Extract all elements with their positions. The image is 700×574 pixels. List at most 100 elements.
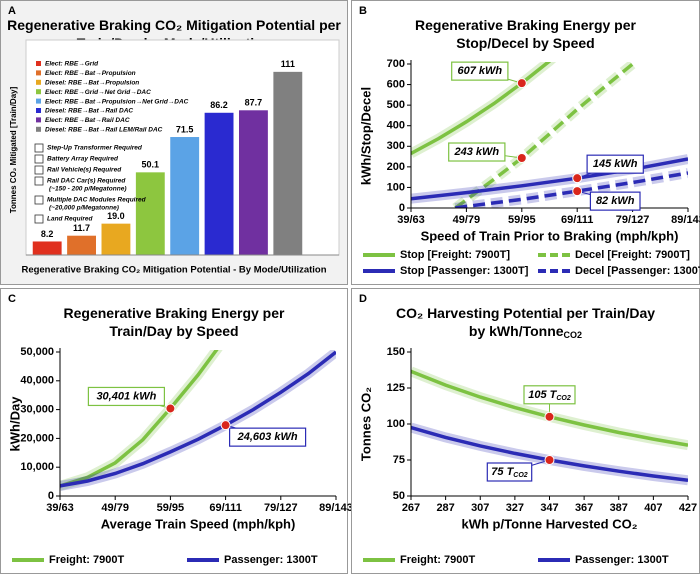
x-tick-label: 79/127 [264,502,298,514]
annotation-subscript: CO2 [513,472,528,479]
x-tick-label: 367 [575,502,593,514]
note-text: Land Required [47,216,94,223]
value-label: 19.0 [107,211,125,221]
plot [60,350,336,491]
annotation-box [586,154,644,174]
value-label: 71.5 [176,124,194,134]
y-tick-label: 300 [387,140,405,152]
note-icon [34,143,44,153]
series-line [60,350,336,488]
series-line [455,171,688,208]
annotation: 30,401 kWh [96,390,156,402]
annotation-text: 105 T [528,389,557,401]
x-tick-label: 327 [506,502,524,514]
annotation-box [451,61,509,81]
y-tick-label: 100 [387,418,405,430]
legend-swatch [36,98,41,104]
note-text: Multiple DAC Modules Required [47,197,147,204]
y-tick-label: 500 [387,99,405,111]
legend-swatch [36,70,41,76]
title-text: by kWh/Tonne [469,323,564,339]
title-subscript: CO2 [564,330,583,340]
x-tick-label: 267 [402,502,420,514]
title-text: Regenerative Braking Energy per [415,17,637,33]
annotation-box [87,386,166,407]
x-tick-label: 39/63 [46,502,74,514]
annotation: 82 kWh [596,195,635,207]
note-icon [34,165,44,175]
highlight-point [220,420,231,431]
note-sub: (~20,000 p/Megatonne) [49,205,119,212]
legend-swatch [36,108,41,113]
y-axis-label: kWh/Day [7,396,22,452]
chart-title: by kWh/TonneCO2 [469,323,582,341]
bar [32,241,62,255]
y-tick-label: 125 [387,382,405,394]
highlight-point [572,186,583,197]
chart-title: CO₂ Harvesting Potential per Train/Day [396,305,655,321]
annotation-box [229,427,307,447]
series-line [454,62,634,208]
annotation: 145 kWh [593,158,638,170]
y-tick-label: 400 [387,120,405,132]
x-axis-label: Speed of Train Prior to Braking (mph/kph… [421,228,679,243]
value-label: 86.2 [210,100,228,110]
y-axis-label: kWh/Stop/Decel [358,87,373,185]
annotation-subscript: CO2 [556,395,571,402]
title-text: Train/Day by Speed [109,323,238,339]
chart-title: Stop/Decel by Speed [456,35,594,51]
legend-swatch [36,126,41,132]
chart-title: Regenerative Braking Energy per [415,17,637,33]
legend-label: Stop [Passenger: 1300T] [400,265,529,277]
note-icon [34,214,44,224]
value-label: 11.7 [73,223,90,233]
y-tick-label: 0 [399,202,405,214]
x-tick-label: 287 [436,502,454,514]
legend-swatch [36,117,41,123]
legend-label: Elect: RBE→Grid [45,61,99,68]
bar [101,223,131,255]
note-text: Step-Up Transformer Required [47,145,143,152]
annotation-box [589,191,641,211]
highlight-point [572,173,583,184]
panel: C Regenerative Braking Energy per Train/Da… [0,288,353,574]
x-tick-label: 39/63 [397,214,425,226]
annotation: 75 TCO2 [491,466,528,479]
y-tick-label: 50,000 [20,346,54,358]
legend-swatch [36,61,41,66]
y-tick-label: 0 [48,490,54,502]
annotation-text: 145 kWh [593,158,638,170]
note-text: Battery Array Required [47,156,119,163]
chart-title: Regenerative Braking Energy per [64,305,286,321]
x-tick-label: 407 [644,502,662,514]
title-text: CO₂ Harvesting Potential per Train/Day [396,305,655,321]
panel-letter: A [8,5,16,17]
annotation-text: 30,401 kWh [96,390,156,402]
x-tick-label: 79/127 [616,214,650,226]
legend-label: Diesel: RBE→Bat→Rail LEM/Rail DAC [45,127,163,134]
x-axis-label: Average Train Speed (mph/kph) [101,516,296,531]
bar [170,137,200,255]
legend-label: Freight: 7900T [49,554,124,566]
y-tick-label: 150 [387,346,405,358]
bar [239,110,268,255]
bar [135,172,165,255]
note-icon [34,154,44,164]
x-tick-label: 49/79 [101,502,129,514]
legend-label: Elect: RBE→Grid→Net Grid→DAC [45,89,151,96]
annotation: 243 kWh [453,146,499,158]
title-text: Stop/Decel by Speed [456,35,594,51]
x-tick-label: 49/79 [453,214,481,226]
note-text: Rail Vehicle(s) Required [47,167,122,174]
annotation-box [486,462,533,482]
y-tick-label: 700 [387,58,405,70]
y-tick-label: 40,000 [20,375,54,387]
legend-swatch [36,79,41,85]
legend-label: Passenger: 1300T [575,554,669,566]
y-tick-label: 50 [393,490,405,502]
plot [411,62,688,208]
panel: B Regenerative Braking Energy per Stop/Dec… [351,0,700,285]
annotation-box [523,385,576,405]
